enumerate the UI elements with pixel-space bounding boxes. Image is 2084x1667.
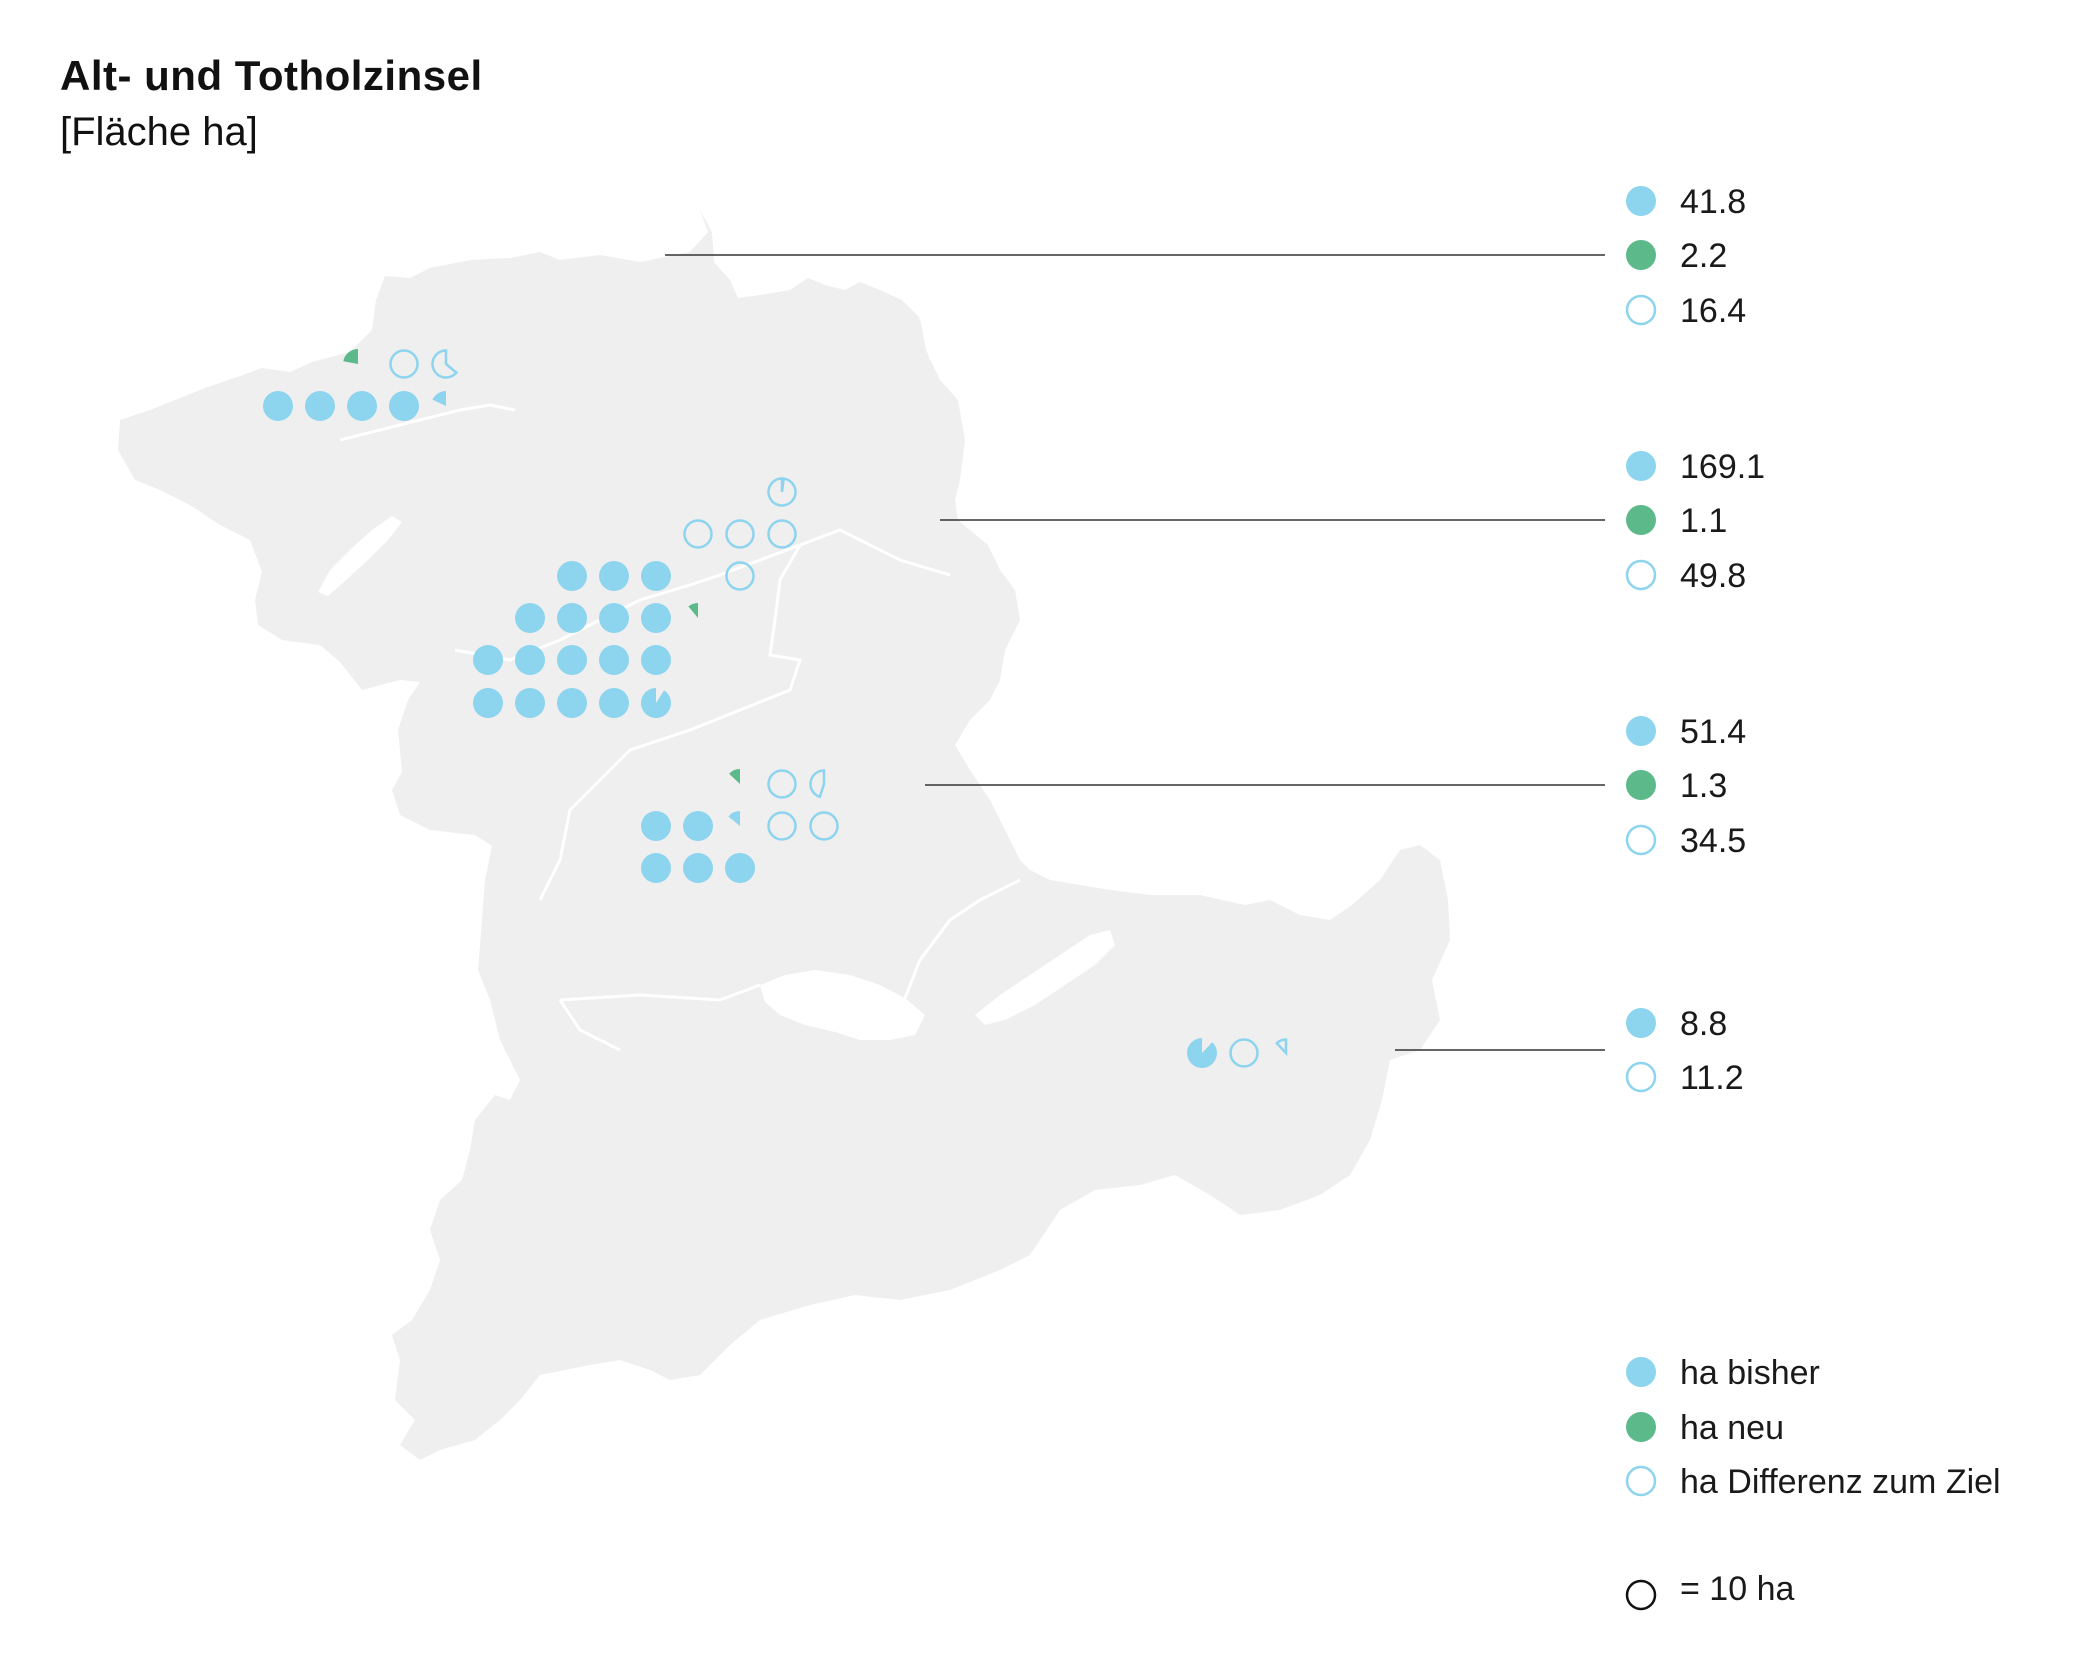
legend-scale-swatch [1625,1579,1657,1611]
dot-ziel [809,811,839,841]
symbol-bisher [1626,451,1656,481]
dot-bisher [263,391,293,421]
legend-ziel-label: ha Differenz zum Ziel [1680,1463,2001,1501]
dot-ziel [767,519,797,549]
symbol-ziel [1625,1061,1657,1093]
dot-bisher [641,603,671,633]
dots-region-oberland-ost [1187,1038,1288,1069]
legend-ziel-swatch [1625,1465,1657,1497]
symbol-neu [1626,770,1656,800]
dot-ziel-partial [767,477,797,507]
dot-bisher-partial [728,811,740,826]
dot-ziel [767,769,797,799]
dot-ziel-partial [1274,1038,1288,1057]
dots-region-voralpen [641,769,839,883]
dot-bisher [557,645,587,675]
dot-bisher-partial [432,391,446,406]
value-ziel: 16.4 [1680,292,1746,330]
value-bisher: 41.8 [1680,183,1746,221]
map-subtitle: [Fläche ha] [60,110,258,154]
dot-bisher [599,688,629,718]
symbol-bisher [1626,1008,1656,1038]
dot-ziel-partial [809,769,826,799]
dot-bisher [389,391,419,421]
legend-bisher-swatch [1626,1357,1656,1387]
dot-bisher [683,853,713,883]
dot-ziel-partial [431,349,459,379]
map-title: Alt- und Totholzinsel [60,52,483,99]
value-bisher: 169.1 [1680,448,1765,486]
dot-bisher [683,811,713,841]
value-neu: 2.2 [1680,237,1727,275]
dot-neu-partial [688,603,698,618]
dot-bisher [515,688,545,718]
value-bisher: 51.4 [1680,713,1746,751]
dot-bisher [599,561,629,591]
dot-bisher [557,561,587,591]
dot-ziel [683,519,713,549]
dots-region-mittelland [473,477,797,718]
values-region-voralpen: 51.4 1.3 34.5 [1625,713,1746,860]
leader-lines [665,254,1605,1051]
lake-biel [318,516,402,596]
dot-bisher [515,645,545,675]
dot-ziel [725,561,755,591]
dot-ziel [725,519,755,549]
dot-ziel [389,349,419,379]
dot-bisher [305,391,335,421]
dot-bisher [725,853,755,883]
dot-bisher [473,688,503,718]
symbol-bisher [1626,716,1656,746]
dot-bisher-partial [1187,1038,1218,1069]
symbol-neu [1626,240,1656,270]
dot-bisher [599,645,629,675]
value-ziel: 49.8 [1680,557,1746,595]
lake-thun [760,970,925,1040]
symbol-neu [1626,505,1656,535]
dot-ziel [767,811,797,841]
dot-bisher-partial [641,688,671,718]
value-bisher: 8.8 [1680,1005,1727,1043]
dot-neu-partial [343,349,358,364]
value-ziel: 11.2 [1680,1059,1744,1097]
values-region-nord-jura: 41.8 2.2 16.4 [1625,183,1746,330]
dot-bisher [641,561,671,591]
dot-bisher [557,603,587,633]
region-borders [339,316,1021,1052]
dot-bisher [515,603,545,633]
value-ziel: 34.5 [1680,822,1746,860]
value-neu: 1.3 [1680,767,1727,805]
dot-bisher [641,811,671,841]
legend-neu-swatch [1626,1412,1656,1442]
symbol-bisher [1626,186,1656,216]
symbol-ziel [1625,824,1657,856]
dots-region-nord-jura [263,349,459,421]
dot-bisher [641,853,671,883]
symbol-ziel [1625,294,1657,326]
dot-bisher [347,391,377,421]
value-neu: 1.1 [1680,502,1727,540]
legend-neu-label: ha neu [1680,1409,1784,1447]
legend-scale-label: = 10 ha [1680,1570,1794,1608]
dot-bisher [641,645,671,675]
canton-landmass [118,210,1450,1460]
dot-ziel [1229,1038,1259,1068]
dot-bisher [557,688,587,718]
legend-bisher-label: ha bisher [1680,1354,1820,1392]
dot-bisher [599,603,629,633]
values-region-oberland-ost: 8.8 11.2 [1625,1005,1744,1097]
dot-neu-partial [729,769,740,784]
dot-bisher [473,645,503,675]
lake-brienz [975,930,1115,1025]
legend: ha bisher ha neu ha Differenz zum Ziel =… [1625,1354,2001,1611]
values-region-mittelland: 169.1 1.1 49.8 [1625,448,1765,595]
symbol-ziel [1625,559,1657,591]
